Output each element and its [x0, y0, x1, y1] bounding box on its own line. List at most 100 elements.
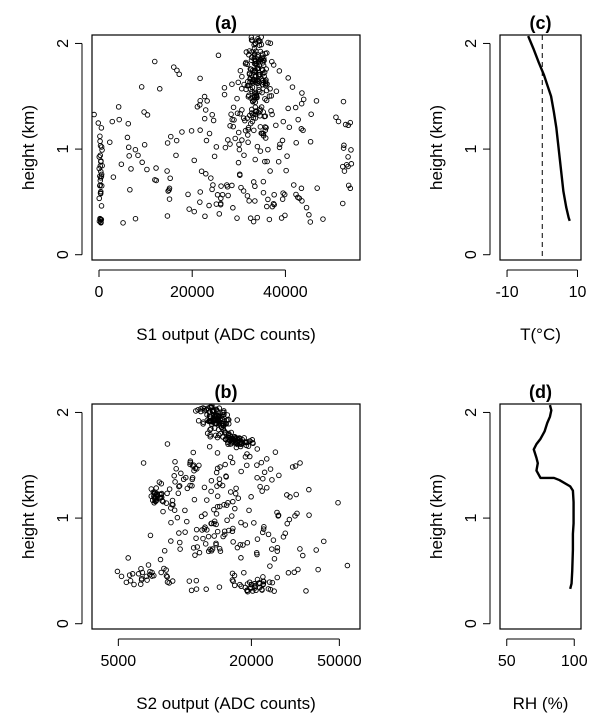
data-point — [242, 522, 249, 528]
data-point — [274, 548, 281, 554]
data-point — [270, 537, 277, 543]
data-point — [244, 451, 250, 457]
data-point — [225, 436, 231, 443]
y-axis-label: height (km) — [427, 105, 446, 190]
data-point — [187, 482, 193, 489]
data-point — [193, 577, 200, 584]
data-point — [240, 188, 247, 194]
data-point — [213, 201, 220, 207]
data-point — [250, 179, 257, 185]
data-point — [228, 429, 234, 436]
data-point — [198, 408, 204, 415]
data-point — [201, 526, 208, 532]
data-point — [170, 64, 177, 70]
data-point — [266, 93, 273, 99]
data-point — [284, 520, 290, 527]
data-point — [244, 439, 250, 445]
data-point — [193, 526, 200, 533]
data-point — [231, 582, 238, 589]
data-point — [190, 449, 197, 456]
data-point — [285, 75, 291, 81]
data-point — [264, 485, 270, 491]
data-point — [116, 116, 122, 123]
data-point — [300, 552, 306, 559]
data-point — [144, 577, 150, 583]
data-point — [232, 135, 238, 142]
data-point — [248, 66, 254, 72]
data-point — [303, 204, 310, 211]
data-point — [237, 111, 243, 117]
data-point — [267, 466, 274, 472]
data-point — [291, 569, 297, 576]
data-point — [166, 486, 173, 492]
data-point — [239, 73, 245, 80]
data-point — [292, 104, 299, 111]
data-point — [148, 486, 155, 492]
data-point — [254, 536, 261, 542]
x-axis-label: RH (%) — [513, 694, 569, 713]
data-point — [265, 39, 271, 46]
data-point — [286, 124, 293, 130]
data-point — [267, 86, 273, 92]
data-point — [267, 168, 273, 174]
data-point — [237, 541, 244, 548]
data-point — [98, 144, 105, 150]
data-point — [291, 182, 297, 188]
data-point — [238, 555, 244, 561]
data-point — [110, 174, 117, 180]
data-point — [249, 84, 256, 91]
data-point — [235, 79, 241, 86]
data-point — [115, 104, 122, 110]
data-point — [216, 584, 223, 590]
data-point — [260, 475, 266, 482]
panel-c: (c) 0 1 2 height (km) -10 10 T(°C) — [427, 13, 586, 344]
data-point — [289, 464, 296, 470]
data-point — [176, 483, 183, 489]
data-point — [189, 476, 195, 483]
data-point — [259, 488, 265, 494]
data-point — [229, 528, 236, 535]
data-point — [125, 120, 132, 127]
y-tick-label: 2 — [463, 408, 480, 417]
data-point — [125, 555, 131, 561]
data-point — [238, 519, 244, 526]
data-point — [299, 90, 305, 96]
data-point — [251, 581, 258, 587]
data-point — [275, 158, 282, 165]
data-point — [97, 182, 104, 188]
data-point — [194, 544, 200, 550]
data-point — [197, 189, 203, 195]
data-point — [208, 175, 214, 181]
x-tick-label: 10 — [569, 284, 587, 301]
data-point — [132, 215, 139, 222]
data-point — [96, 165, 102, 172]
data-point — [168, 519, 174, 526]
data-point — [186, 578, 193, 584]
data-point — [295, 194, 301, 201]
data-point — [168, 133, 174, 140]
data-point — [247, 453, 253, 460]
data-point — [320, 216, 326, 222]
data-point — [164, 490, 170, 497]
data-point — [271, 191, 277, 198]
data-point — [259, 529, 266, 536]
data-point — [145, 562, 152, 568]
data-point — [263, 97, 270, 104]
data-point — [307, 138, 314, 145]
data-point — [260, 189, 267, 196]
data-point — [342, 121, 349, 128]
data-point — [197, 98, 203, 104]
data-point — [201, 93, 208, 100]
data-point — [249, 88, 255, 95]
data-point — [251, 76, 257, 83]
data-point — [299, 198, 305, 204]
data-point — [251, 520, 257, 526]
x-axis-label: T(°C) — [520, 325, 561, 344]
data-point — [246, 198, 252, 204]
data-point — [207, 546, 213, 553]
data-point — [240, 115, 247, 121]
y-axis-label: height (km) — [19, 474, 38, 559]
data-point — [306, 512, 312, 518]
data-point — [222, 461, 228, 468]
data-point — [238, 184, 244, 191]
